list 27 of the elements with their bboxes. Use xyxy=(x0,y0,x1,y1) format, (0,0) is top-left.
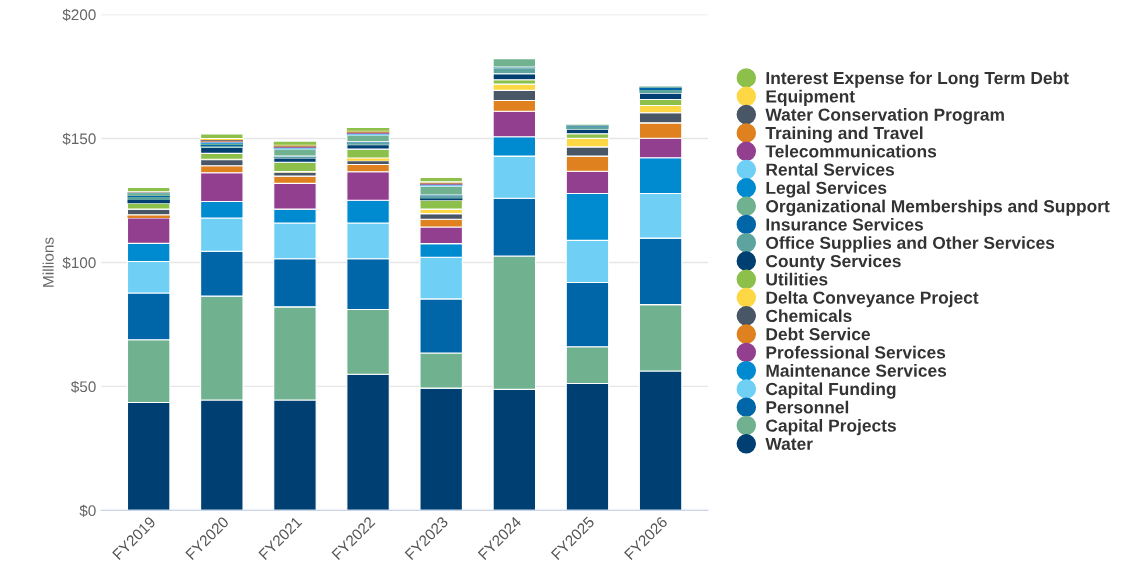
y-tick-label: $200 xyxy=(62,8,96,22)
y-tick-label: $150 xyxy=(62,132,96,146)
legend-label: Telecommunications xyxy=(765,144,937,158)
legend-label: Water xyxy=(765,437,813,451)
legend-label: Professional Services xyxy=(766,345,946,359)
legend-label: Legal Services xyxy=(766,181,887,198)
legend-label: Rental Services xyxy=(766,163,894,176)
legend-label: Training and Travel xyxy=(765,126,923,143)
y-tick-label: $50 xyxy=(70,380,96,394)
legend-label: Chemicals xyxy=(766,309,852,323)
legend-label: Insurance Services xyxy=(766,217,923,231)
legend-label: Maintenance Services xyxy=(766,364,947,377)
legend-label: Interest Expense for Long Term Debt xyxy=(766,71,1069,88)
legend-label: Capital Funding xyxy=(766,382,896,399)
legend-label: Utilities xyxy=(766,272,828,286)
legend-label: Delta Conveyance Project xyxy=(766,291,979,308)
legend-label: Office Supplies and Other Services xyxy=(766,236,1055,253)
y-tick-label: $100 xyxy=(62,256,96,270)
legend-label: Debt Service xyxy=(766,327,870,341)
y-tick-label: $0 xyxy=(79,504,96,517)
legend-label: Organizational Memberships and Support xyxy=(766,199,1110,216)
legend-label: Capital Projects xyxy=(766,418,896,436)
y-axis-title: Millions xyxy=(42,237,54,287)
legend-label: County Services xyxy=(766,254,901,271)
legend-label: Equipment xyxy=(766,89,855,106)
legend-label: Personnel xyxy=(766,400,849,414)
legend-label: Water Conservation Program xyxy=(765,108,1004,125)
